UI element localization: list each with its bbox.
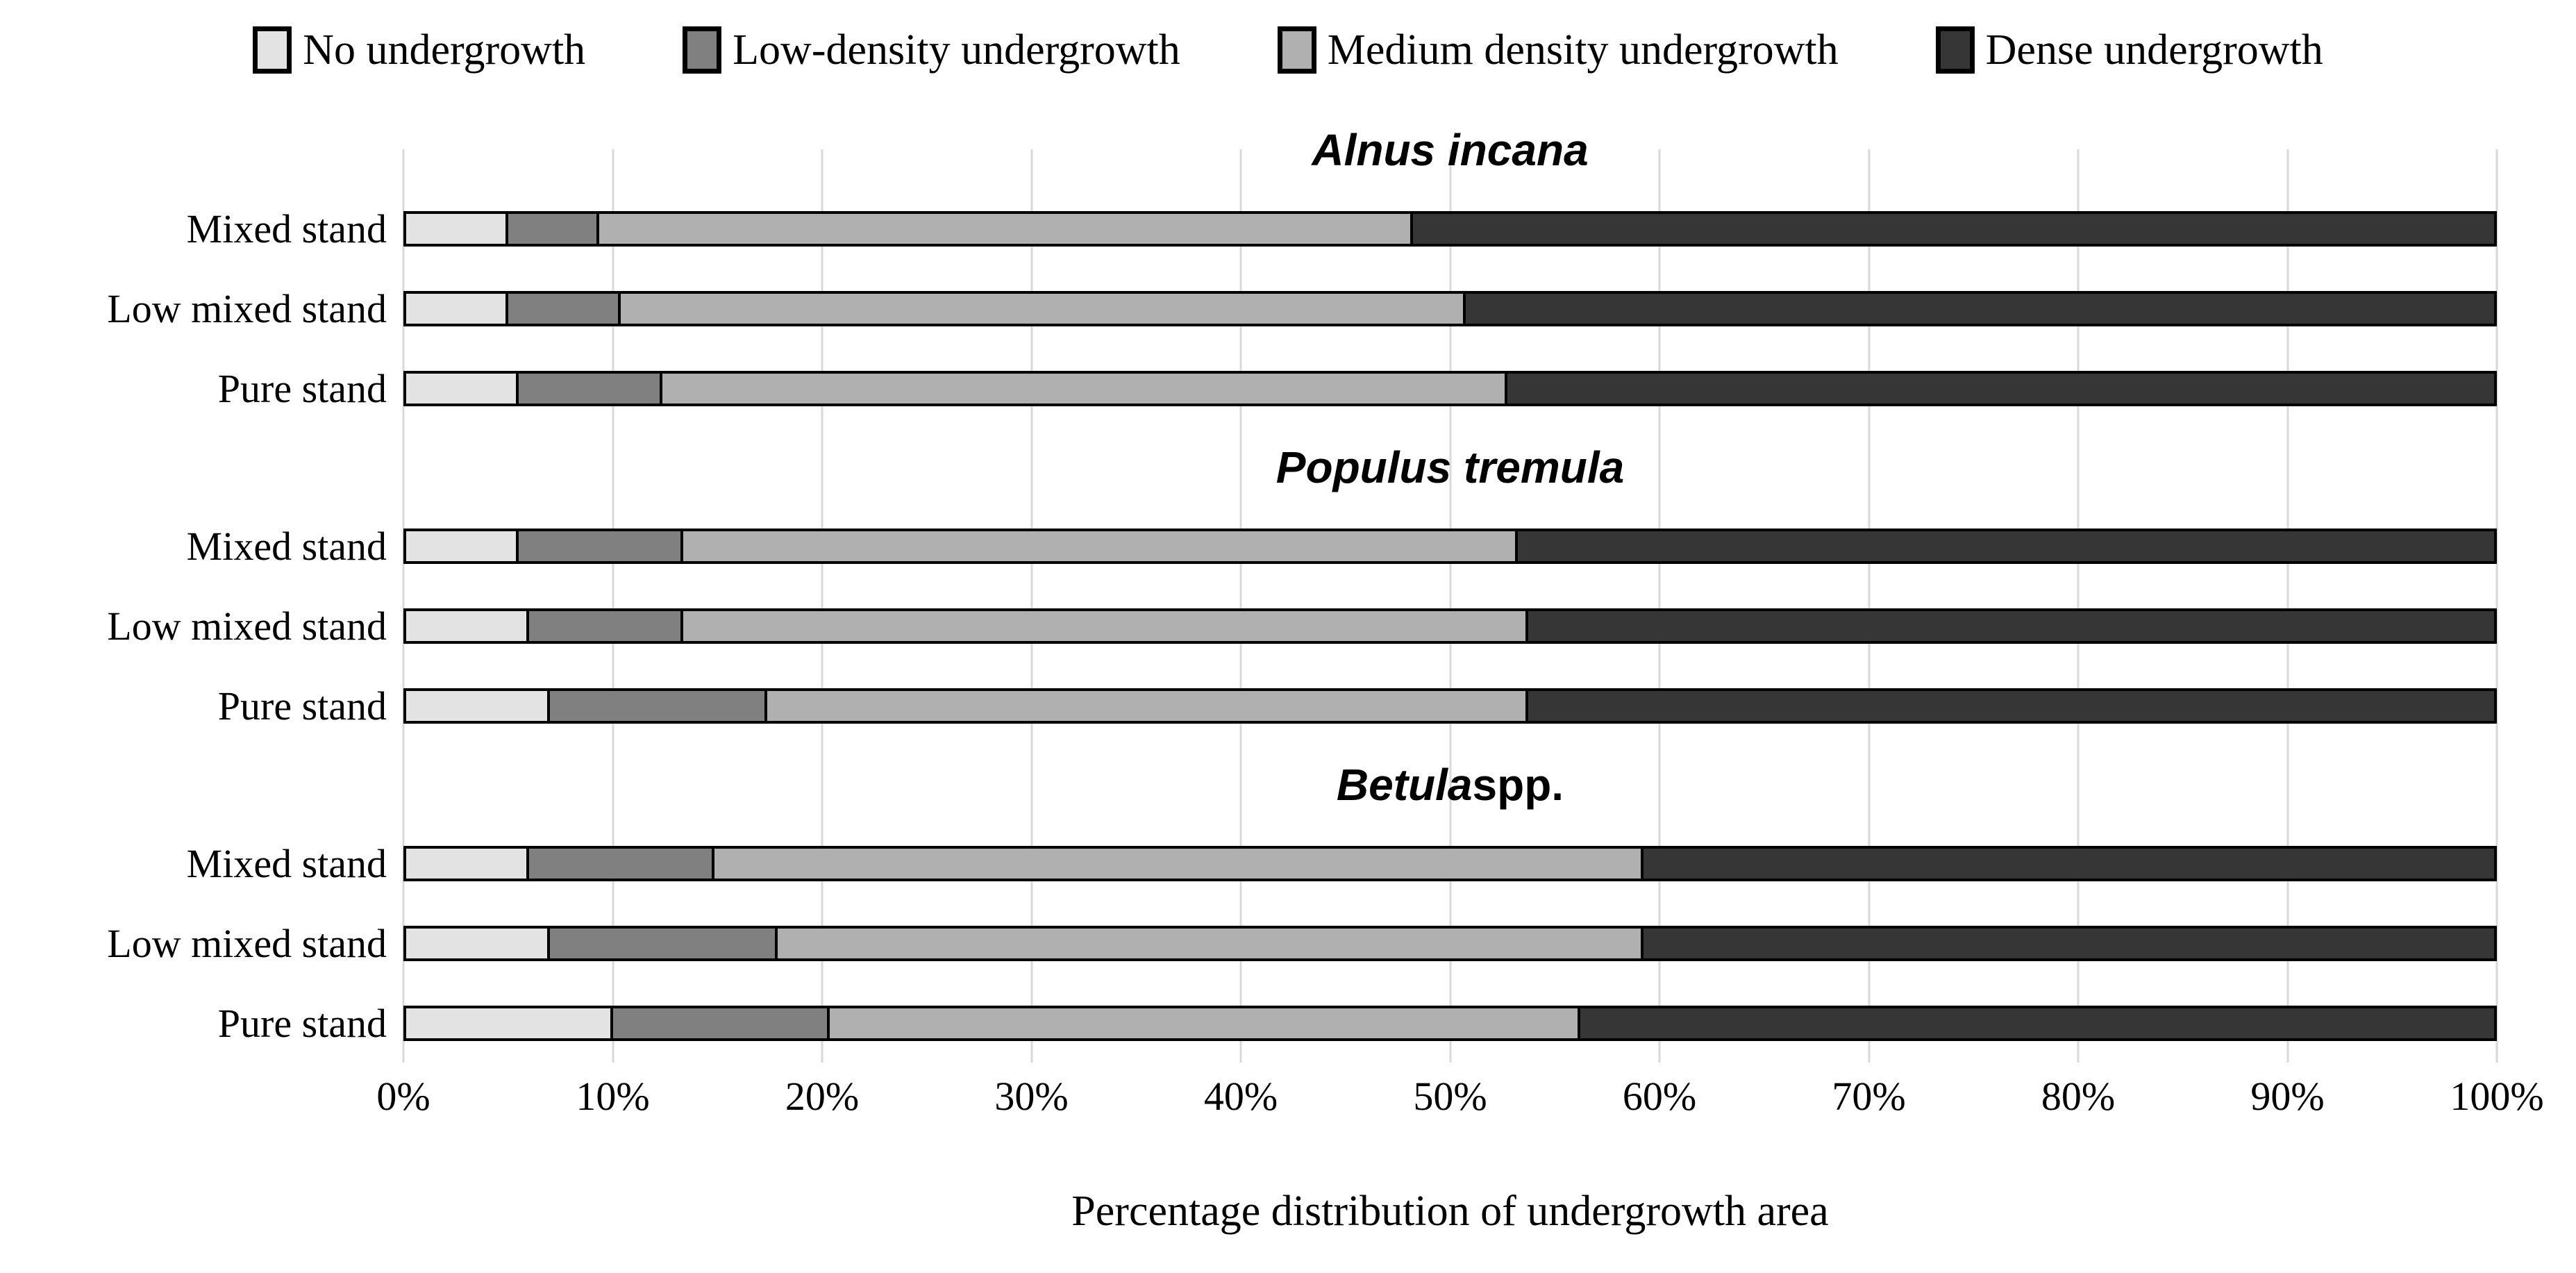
x-axis-tick-label: 50% — [1413, 1074, 1487, 1119]
x-axis-tick-label: 10% — [576, 1074, 650, 1119]
bar-segment-1 — [515, 529, 683, 564]
bar-segment-1 — [526, 846, 715, 881]
bar-row: Mixed stand — [0, 824, 2576, 904]
group-title: Betula spp. — [403, 746, 2497, 824]
bar-segment-2 — [680, 608, 1529, 644]
stacked-bar — [403, 529, 2497, 564]
bar-segment-2 — [774, 926, 1644, 961]
bar-row: Low mixed stand — [0, 269, 2576, 349]
legend-swatch-1 — [683, 26, 722, 74]
plot-area: Alnus incana Mixed stand Low mixed stand Pu… — [0, 111, 2576, 1236]
legend-swatch-0 — [253, 26, 292, 74]
x-axis-tick-label: 40% — [1203, 1074, 1278, 1119]
bar-segment-3 — [1640, 926, 2497, 961]
row-label: Low mixed stand — [107, 286, 387, 331]
bar-row: Pure stand — [0, 349, 2576, 429]
legend-label: No undergrowth — [303, 26, 586, 74]
row-label: Low mixed stand — [107, 921, 387, 966]
row-label: Pure stand — [217, 683, 387, 729]
bar-segment-2 — [617, 291, 1466, 326]
bar-row: Mixed stand — [0, 506, 2576, 586]
group-title: Alnus incana — [403, 111, 2497, 189]
bar-segment-3 — [1515, 529, 2497, 564]
bar-segment-0 — [403, 688, 551, 724]
legend-item: Dense undergrowth — [1935, 26, 2323, 75]
row-label: Mixed stand — [186, 206, 387, 251]
bar-segment-2 — [659, 371, 1507, 406]
x-axis-title: Percentage distribution of undergrowth a… — [1071, 1188, 1829, 1235]
bar-row: Pure stand — [0, 983, 2576, 1063]
stacked-bar — [403, 211, 2497, 247]
bar-segment-2 — [712, 846, 1644, 881]
bar-segment-1 — [547, 688, 767, 724]
bar-segment-3 — [1462, 291, 2497, 326]
row-label: Pure stand — [217, 366, 387, 411]
stacked-bar — [403, 371, 2497, 406]
bar-segment-1 — [505, 291, 621, 326]
bar-segment-2 — [764, 688, 1529, 724]
bar-segment-0 — [403, 1006, 613, 1041]
bar-row: Mixed stand — [0, 189, 2576, 269]
bar-row: Low mixed stand — [0, 904, 2576, 983]
row-label: Mixed stand — [186, 841, 387, 886]
x-axis: 0% 10% 20% 30% 40% 50% 60% 70% 80% 90% 100% — [376, 1073, 2543, 1123]
bar-segment-0 — [403, 608, 529, 644]
stacked-bar — [403, 688, 2497, 724]
chart-legend: No undergrowth Low-density undergrowth Med… — [0, 15, 2576, 85]
group-title-species: Alnus incana — [1312, 125, 1589, 175]
legend-swatch-3 — [1935, 26, 1975, 74]
bar-segment-2 — [827, 1006, 1581, 1041]
row-label: Low mixed stand — [107, 604, 387, 649]
bar-segment-0 — [403, 529, 519, 564]
bar-segment-0 — [403, 291, 508, 326]
group-title-suffix: spp. — [1472, 760, 1564, 810]
bar-segment-0 — [403, 926, 551, 961]
x-axis-tick-label: 70% — [1832, 1074, 1906, 1119]
bar-segment-3 — [1504, 371, 2497, 406]
bar-segment-0 — [403, 211, 508, 247]
legend-label: Dense undergrowth — [1985, 26, 2323, 74]
x-axis-tick-label: 90% — [2250, 1074, 2325, 1119]
bar-segment-0 — [403, 846, 529, 881]
row-label: Pure stand — [217, 1001, 387, 1046]
stacked-bar — [403, 291, 2497, 326]
bar-segment-3 — [1525, 608, 2497, 644]
bar-segment-2 — [596, 211, 1414, 247]
bar-segment-1 — [610, 1006, 830, 1041]
legend-label: Low-density undergrowth — [733, 26, 1180, 74]
x-axis-tick-label: 0% — [376, 1074, 430, 1119]
x-axis-tick-label: 60% — [1622, 1074, 1697, 1119]
x-axis-tick-label: 20% — [785, 1074, 860, 1119]
bar-segment-3 — [1410, 211, 2497, 247]
bar-segment-1 — [515, 371, 662, 406]
stacked-bar — [403, 608, 2497, 644]
x-axis-tick-label: 80% — [2041, 1074, 2116, 1119]
legend-swatch-2 — [1277, 26, 1316, 74]
legend-item: No undergrowth — [253, 26, 585, 75]
bar-segment-2 — [680, 529, 1518, 564]
legend-item: Low-density undergrowth — [683, 26, 1180, 75]
x-axis-tick-label: 100% — [2450, 1074, 2544, 1119]
bar-groups: Alnus incana Mixed stand Low mixed stand Pu… — [0, 111, 2576, 1063]
legend-item: Medium density undergrowth — [1277, 26, 1839, 75]
bar-segment-0 — [403, 371, 519, 406]
row-label: Mixed stand — [186, 524, 387, 569]
bar-segment-3 — [1640, 846, 2497, 881]
group-title-species: Betula — [1336, 760, 1473, 810]
legend-label: Medium density undergrowth — [1327, 26, 1839, 74]
bar-row: Pure stand — [0, 666, 2576, 746]
stacked-bar — [403, 926, 2497, 961]
bar-segment-1 — [547, 926, 778, 961]
bar-row: Low mixed stand — [0, 586, 2576, 666]
stacked-bar — [403, 1006, 2497, 1041]
group-title: Populus tremula — [403, 429, 2497, 506]
bar-segment-1 — [505, 211, 600, 247]
bar-segment-3 — [1578, 1006, 2497, 1041]
bar-segment-1 — [526, 608, 684, 644]
bar-segment-3 — [1525, 688, 2497, 724]
x-axis-tick-label: 30% — [994, 1074, 1069, 1119]
stacked-bar — [403, 846, 2497, 881]
group-title-species: Populus tremula — [1276, 442, 1625, 492]
